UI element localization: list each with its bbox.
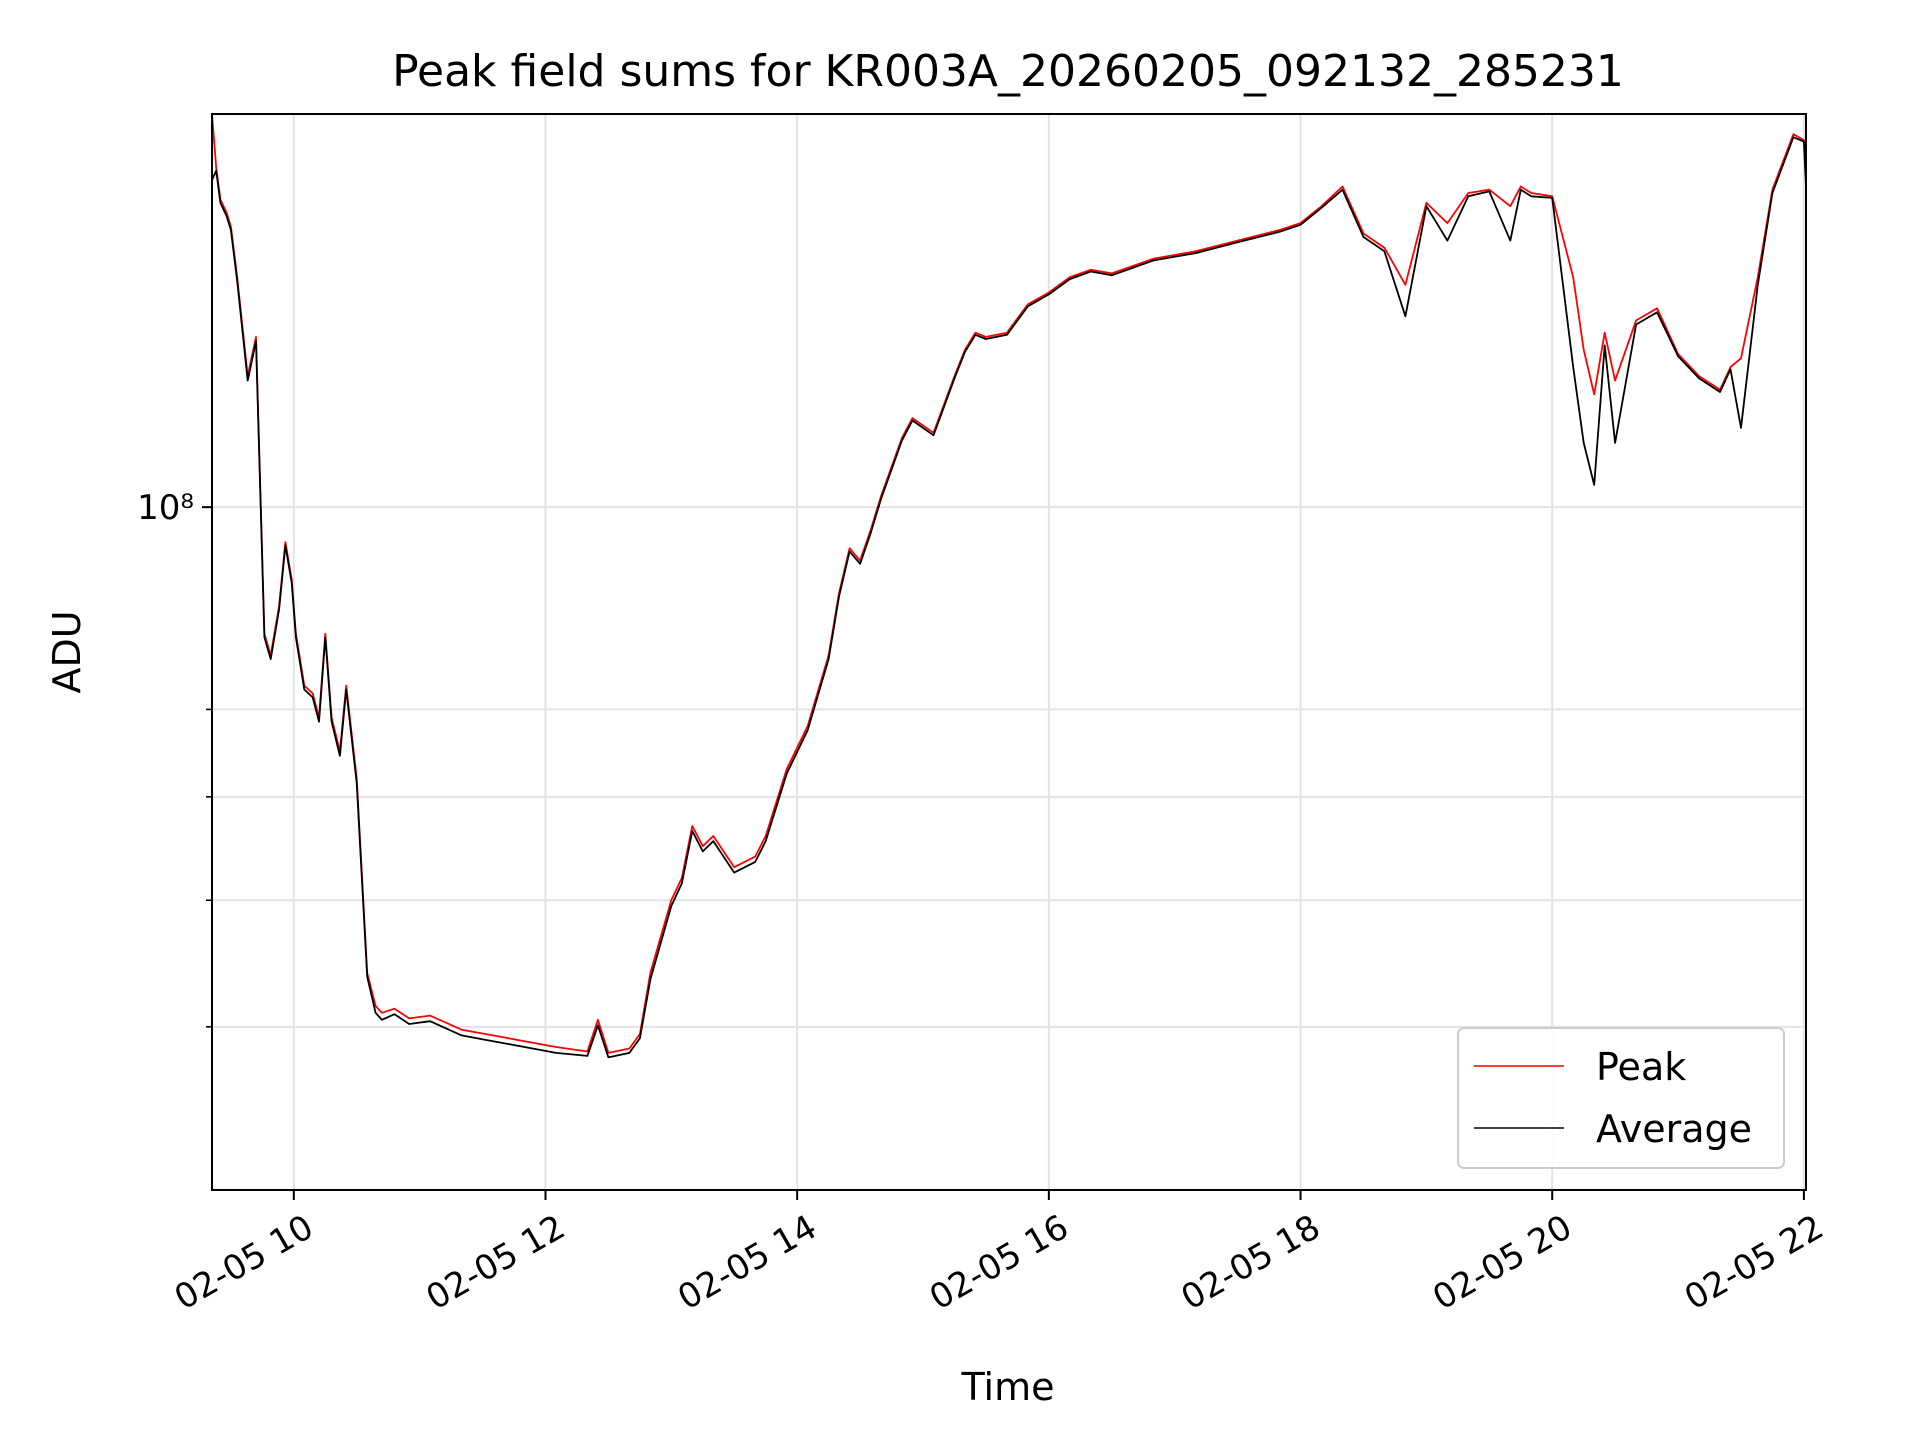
- grid: [212, 114, 1806, 1190]
- chart-title: Peak field sums for KR003A_20260205_0921…: [392, 46, 1624, 97]
- legend-label-peak: Peak: [1596, 1045, 1686, 1089]
- x-axis-label: Time: [961, 1365, 1055, 1409]
- legend: Peak Average: [1457, 1027, 1785, 1169]
- legend-label-average: Average: [1596, 1107, 1752, 1151]
- series-line-average: [212, 136, 1806, 1059]
- y-axis-label: ADU: [45, 610, 89, 693]
- y-tick-label: 10⁸: [137, 488, 194, 528]
- plot-frame: [211, 113, 1807, 1191]
- legend-box: [1457, 1027, 1785, 1169]
- plot-area: [212, 114, 1806, 1059]
